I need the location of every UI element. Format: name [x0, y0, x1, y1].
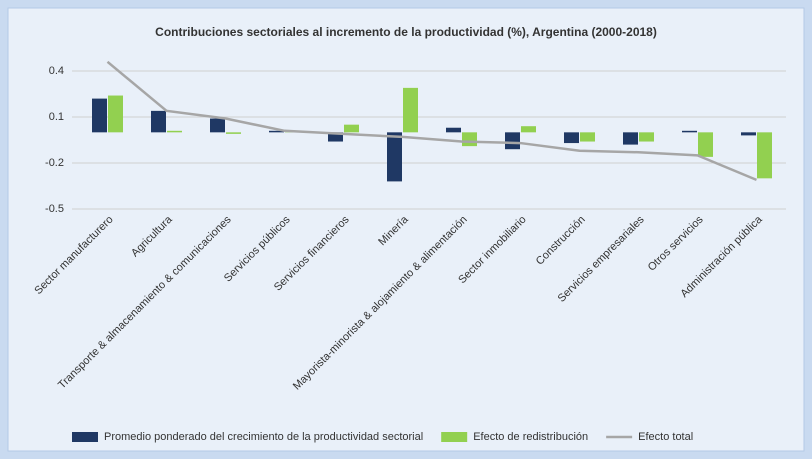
legend-label: Efecto total	[638, 431, 693, 443]
bar	[623, 132, 638, 145]
legend-swatch	[72, 432, 98, 442]
bar	[108, 95, 123, 133]
legend-label: Efecto de redistribución	[473, 431, 588, 443]
bar	[698, 132, 713, 157]
bar	[580, 132, 595, 142]
bar	[269, 130, 284, 133]
bar	[387, 132, 402, 182]
line	[106, 60, 757, 182]
y-tick-label: -0.2	[45, 157, 64, 169]
bar	[226, 132, 241, 134]
bar	[210, 118, 225, 133]
bar	[151, 110, 166, 133]
bar	[344, 124, 359, 133]
bar	[757, 132, 772, 179]
chart-title: Contribuciones sectoriales al incremento…	[155, 25, 657, 39]
bar	[564, 132, 579, 144]
bar	[167, 130, 182, 133]
bar	[682, 130, 697, 133]
legend-swatch	[441, 432, 468, 442]
bar	[521, 126, 536, 133]
bar	[328, 132, 343, 142]
bar	[446, 127, 461, 133]
bar	[92, 98, 107, 133]
legend-label: Promedio ponderado del crecimiento de la…	[104, 431, 423, 443]
bar	[639, 132, 654, 142]
y-tick-label: 0.1	[49, 111, 64, 123]
bar	[403, 87, 418, 133]
panel	[7, 7, 805, 452]
bar	[505, 132, 520, 150]
bar	[741, 132, 756, 136]
bar	[462, 132, 477, 147]
y-tick-label: -0.5	[45, 203, 64, 215]
y-tick-label: 0.4	[49, 65, 64, 77]
